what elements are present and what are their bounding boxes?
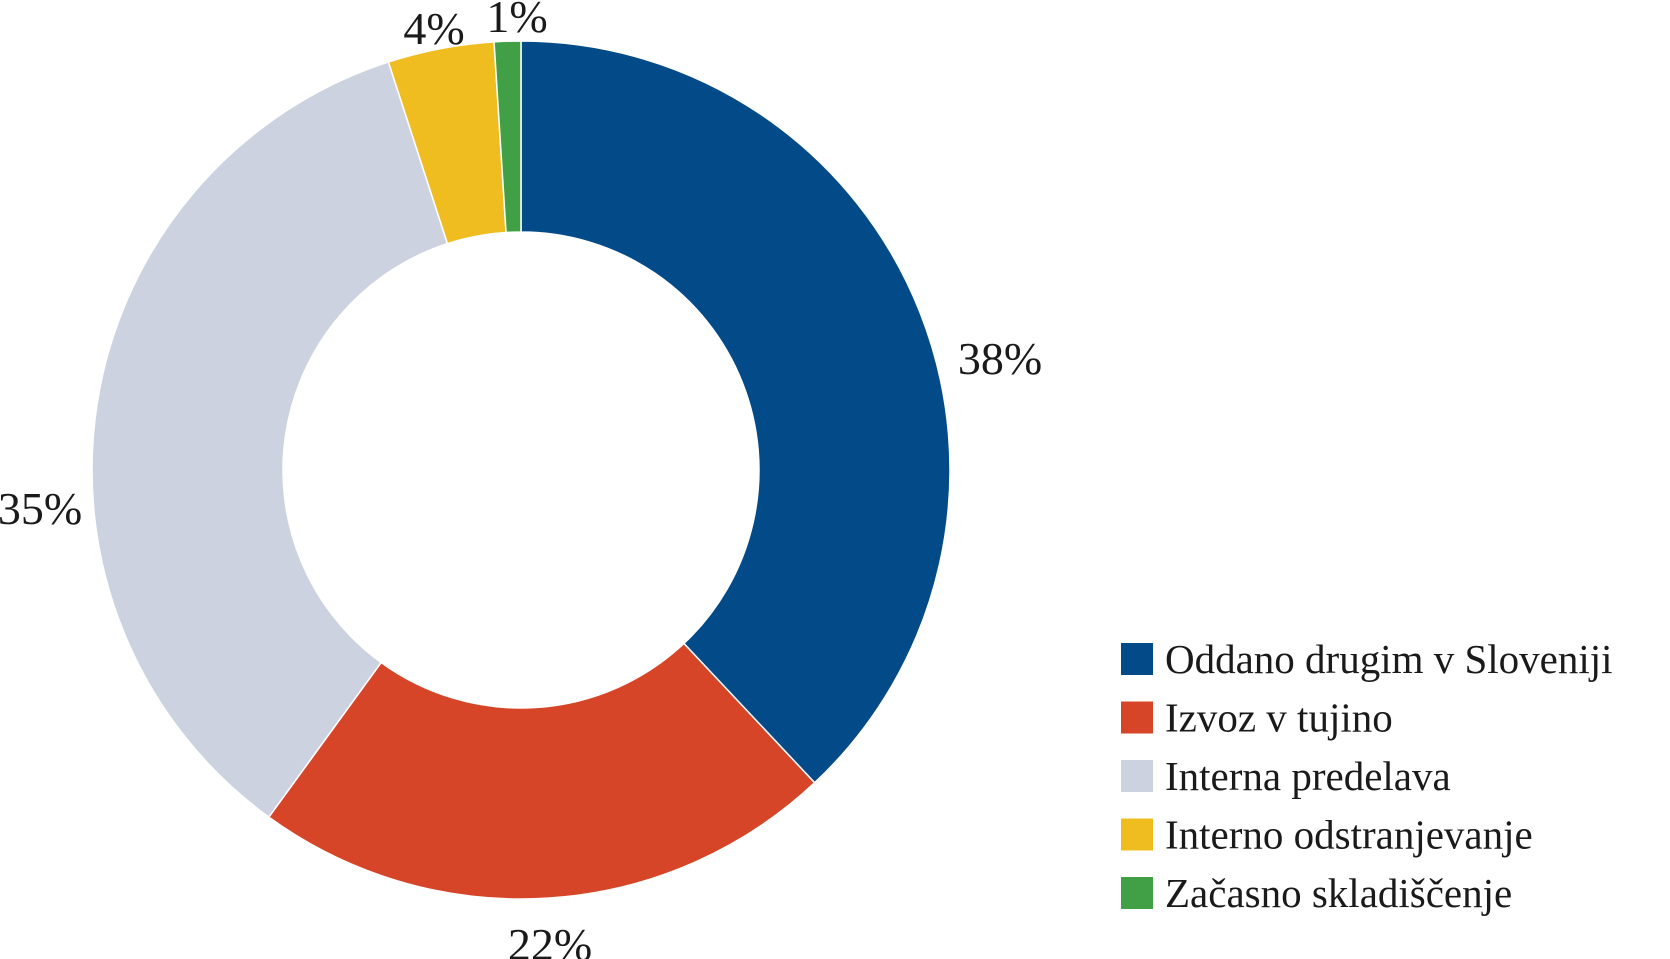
donut-slices [91, 40, 951, 900]
legend-swatch-2 [1121, 701, 1153, 734]
legend: Oddano drugim v Sloveniji Izvoz v tujino I… [1121, 636, 1613, 916]
slice-value-label-1: 38% [958, 333, 1042, 384]
legend-swatch-5 [1121, 877, 1153, 909]
slice-value-labels: 38% 22% 35% 4% 1% [0, 0, 1042, 959]
legend-label-5: Začasno skladiščenje [1165, 870, 1512, 916]
legend-label-2: Izvoz v tujino [1165, 695, 1393, 741]
legend-label-1: Oddano drugim v Sloveniji [1165, 636, 1613, 682]
legend-swatch-3 [1121, 760, 1153, 792]
slice-5 [493, 40, 522, 234]
slice-value-label-4: 4% [403, 3, 464, 54]
slice-value-label-3: 35% [0, 483, 82, 534]
slice-3 [91, 61, 449, 819]
legend-label-3: Interna predelava [1165, 753, 1451, 799]
legend-swatch-1 [1121, 643, 1153, 675]
slice-value-label-2: 22% [508, 919, 592, 959]
slice-value-label-5: 1% [486, 0, 547, 42]
legend-swatch-4 [1121, 818, 1153, 851]
slice-1 [520, 40, 951, 784]
slice-2 [267, 642, 816, 900]
legend-label-4: Interno odstranjevanje [1165, 812, 1533, 858]
